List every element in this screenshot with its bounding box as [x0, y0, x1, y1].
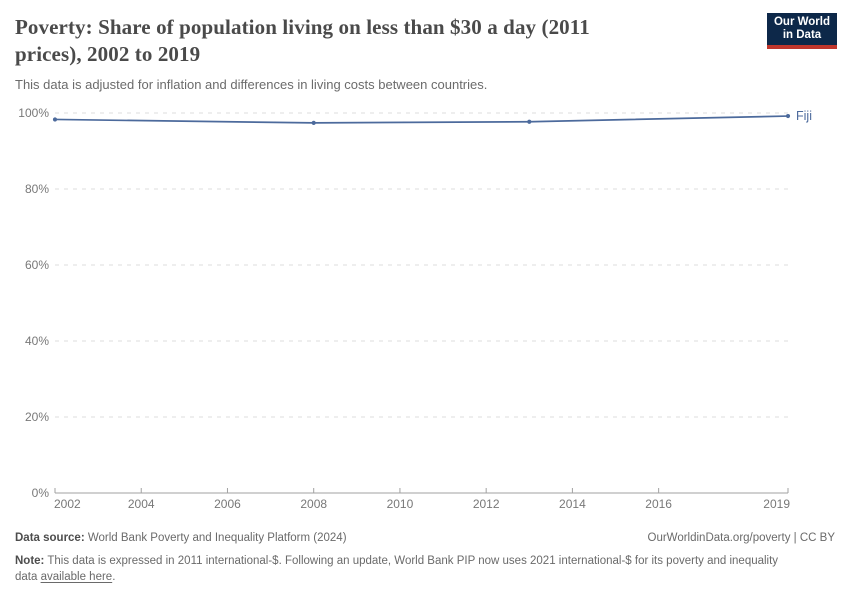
y-tick-label-40: 40%: [25, 334, 49, 348]
owid-logo-accent-bar: [767, 45, 837, 49]
footer-note: Note: This data is expressed in 2011 int…: [15, 553, 780, 585]
note-period: .: [112, 571, 116, 583]
data-point-fiji-2019[interactable]: [785, 113, 791, 119]
series-line-fiji[interactable]: [54, 115, 789, 124]
x-tick-label-2010: 2010: [387, 497, 414, 511]
x-tick-label-2004: 2004: [128, 497, 155, 511]
y-tick-label-60: 60%: [25, 258, 49, 272]
footer-source-row: Data source: World Bank Poverty and Ineq…: [15, 532, 835, 544]
data-point-fiji-2008[interactable]: [311, 120, 316, 125]
page-title: Poverty: Share of population living on l…: [15, 14, 835, 68]
entity-label-fiji[interactable]: Fiji: [796, 109, 812, 123]
y-tick-label-0: 0%: [32, 486, 50, 500]
x-tick-label-2012: 2012: [473, 497, 500, 511]
owid-logo-box: Our World in Data: [767, 13, 837, 45]
x-tick-label-2016: 2016: [645, 497, 672, 511]
license-label: | CC BY: [790, 532, 835, 544]
available-here-link[interactable]: available here: [40, 571, 113, 583]
y-tick-label-80: 80%: [25, 182, 49, 196]
x-tick-label-2006: 2006: [214, 497, 241, 511]
x-tick-label-2019: 2019: [763, 497, 790, 511]
chart-subtitle: This data is adjusted for inflation and …: [15, 77, 488, 92]
y-tick-label-20: 20%: [25, 410, 49, 424]
x-tick-label-2008: 2008: [300, 497, 327, 511]
note-label: Note:: [15, 555, 45, 567]
x-tick-label-2014: 2014: [559, 497, 586, 511]
x-tick-label-2002: 2002: [54, 497, 81, 511]
y-tick-label-100: 100%: [18, 106, 49, 120]
title-line-1: Poverty: Share of population living on l…: [15, 15, 590, 39]
owid-logo-line1: Our World: [773, 16, 830, 28]
data-source-text: Data source: World Bank Poverty and Ineq…: [15, 532, 347, 544]
title-line-2: prices), 2002 to 2019: [15, 42, 201, 66]
owid-logo-line2: in Data: [782, 29, 822, 41]
owid-logo[interactable]: Our World in Data: [767, 13, 837, 49]
chart-header: Poverty: Share of population living on l…: [15, 14, 835, 92]
data-source-value: World Bank Poverty and Inequality Platfo…: [84, 532, 347, 544]
owid-url-link[interactable]: OurWorldinData.org/poverty: [647, 532, 791, 544]
data-point-fiji-2013[interactable]: [527, 119, 532, 124]
data-point-fiji-2002[interactable]: [52, 117, 58, 122]
note-text: This data is expressed in 2011 internati…: [15, 555, 779, 583]
data-source-label: Data source:: [15, 532, 85, 544]
footer-rights: OurWorldinData.org/poverty | CC BY: [648, 532, 836, 544]
